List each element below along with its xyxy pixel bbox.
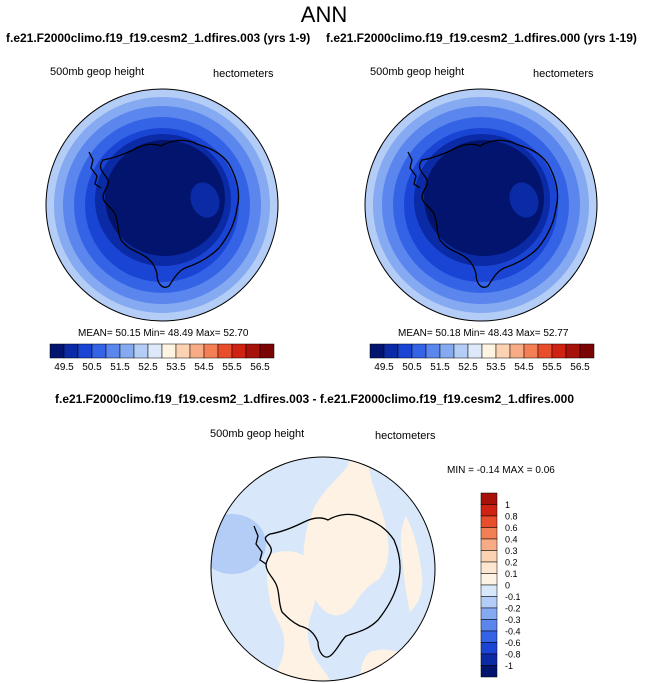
colorbar-swatch <box>175 343 191 359</box>
colorbar-label: 49.5 <box>54 362 74 373</box>
colorbar-label: 55.5 <box>222 362 242 373</box>
diff-variable-label: 500mb geop height <box>210 428 305 440</box>
colorbar-swatch <box>481 343 497 359</box>
colorbar-label: 0.6 <box>505 523 518 533</box>
colorbar-swatch <box>425 343 441 359</box>
left-colorbar: 49.5 50.5 51.5 52.5 53.5 54.5 55.5 56.5 <box>49 343 275 373</box>
colorbar-swatch <box>480 550 498 563</box>
diff-colorbar: 1 0.80.6 0.40.3 0.20.1 0-0.1 -0.2-0.3 -0.4-0.6… <box>480 492 521 678</box>
colorbar-label: 50.5 <box>402 362 422 373</box>
colorbar-swatch <box>119 343 135 359</box>
left-polar-map <box>45 88 279 322</box>
colorbar-label: 49.5 <box>374 362 394 373</box>
colorbar-label: 0.3 <box>505 546 518 556</box>
colorbar-swatch <box>383 343 399 359</box>
colorbar-label: 51.5 <box>110 362 130 373</box>
colorbar-swatch <box>551 343 567 359</box>
colorbar-label: 53.5 <box>166 362 186 373</box>
colorbar-label: 0.2 <box>505 558 518 568</box>
colorbar-label: 0.8 <box>505 512 518 522</box>
colorbar-swatch <box>203 343 219 359</box>
colorbar-label: -0.8 <box>505 650 521 660</box>
diff-polar-map <box>210 456 436 682</box>
colorbar-swatch <box>91 343 107 359</box>
colorbar-swatch <box>480 515 498 528</box>
right-stats: MEAN= 50.18 Min= 48.43 Max= 52.77 <box>398 328 569 339</box>
colorbar-swatch <box>63 343 79 359</box>
colorbar-swatch <box>480 492 498 505</box>
colorbar-swatch <box>495 343 511 359</box>
colorbar-swatch <box>480 653 498 666</box>
colorbar-label: 51.5 <box>430 362 450 373</box>
colorbar-swatch <box>480 561 498 574</box>
colorbar-label: -0.2 <box>505 604 521 614</box>
colorbar-label: -0.6 <box>505 638 521 648</box>
colorbar-swatch <box>480 596 498 609</box>
colorbar-label: 52.5 <box>138 362 158 373</box>
colorbar-swatch <box>480 504 498 517</box>
colorbar-swatch <box>411 343 427 359</box>
right-variable-label: 500mb geop height <box>370 66 465 78</box>
colorbar-swatch <box>161 343 177 359</box>
colorbar-swatch <box>439 343 455 359</box>
colorbar-label: -0.3 <box>505 615 521 625</box>
colorbar-swatch <box>453 343 469 359</box>
right-polar-map <box>364 88 598 322</box>
right-colorbar: 49.5 50.5 51.5 52.5 53.5 54.5 55.5 56.5 <box>369 343 595 373</box>
colorbar-swatch <box>133 343 149 359</box>
colorbar-swatch <box>480 619 498 632</box>
left-stats: MEAN= 50.15 Min= 48.49 Max= 52.70 <box>78 328 249 339</box>
colorbar-swatch <box>480 538 498 551</box>
colorbar-swatch <box>509 343 525 359</box>
colorbar-swatch <box>49 343 65 359</box>
colorbar-swatch <box>231 343 247 359</box>
colorbar-swatch <box>480 642 498 655</box>
colorbar-label: -0.4 <box>505 627 521 637</box>
right-panel-title: f.e21.F2000climo.f19_f19.cesm2_1.dfires.… <box>326 31 637 45</box>
colorbar-label: 56.5 <box>570 362 590 373</box>
colorbar-swatch <box>189 343 205 359</box>
colorbar-swatch <box>523 343 539 359</box>
colorbar-label: 55.5 <box>542 362 562 373</box>
colorbar-swatch <box>467 343 483 359</box>
colorbar-swatch <box>480 573 498 586</box>
colorbar-swatch <box>77 343 93 359</box>
colorbar-label: 0.1 <box>505 569 518 579</box>
colorbar-swatch <box>369 343 385 359</box>
diff-stats: MIN = -0.14 MAX = 0.06 <box>447 465 555 476</box>
colorbar-label: 53.5 <box>486 362 506 373</box>
colorbar-swatch <box>480 665 498 678</box>
colorbar-swatch <box>245 343 261 359</box>
colorbar-label: 1 <box>505 500 510 510</box>
colorbar-label: -1 <box>505 661 513 671</box>
figure-title: ANN <box>300 2 348 27</box>
colorbar-swatch <box>397 343 413 359</box>
colorbar-label: 50.5 <box>82 362 102 373</box>
left-panel-title: f.e21.F2000climo.f19_f19.cesm2_1.dfires.… <box>6 31 311 45</box>
colorbar-swatch <box>480 527 498 540</box>
colorbar-swatch <box>565 343 581 359</box>
colorbar-label: 52.5 <box>458 362 478 373</box>
colorbar-swatch <box>480 584 498 597</box>
colorbar-swatch <box>259 343 275 359</box>
colorbar-swatch <box>480 630 498 643</box>
colorbar-swatch <box>147 343 163 359</box>
diff-panel-title: f.e21.F2000climo.f19_f19.cesm2_1.dfires.… <box>55 392 574 406</box>
colorbar-swatch <box>537 343 553 359</box>
colorbar-swatch <box>579 343 595 359</box>
left-variable-label: 500mb geop height <box>50 66 145 78</box>
diff-units-label: hectometers <box>375 430 436 442</box>
right-units-label: hectometers <box>533 68 594 80</box>
colorbar-label: 0.4 <box>505 535 518 545</box>
colorbar-label: -0.1 <box>505 592 521 602</box>
colorbar-label: 56.5 <box>250 362 270 373</box>
colorbar-label: 0 <box>505 581 510 591</box>
colorbar-swatch <box>105 343 121 359</box>
colorbar-label: 54.5 <box>194 362 214 373</box>
colorbar-swatch <box>480 607 498 620</box>
left-units-label: hectometers <box>213 68 274 80</box>
colorbar-swatch <box>217 343 233 359</box>
colorbar-label: 54.5 <box>514 362 534 373</box>
